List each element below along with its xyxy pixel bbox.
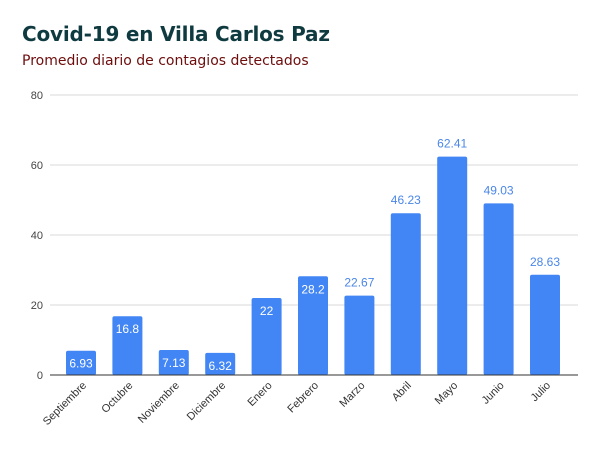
x-tick-label: Noviembre [136,380,182,426]
x-tick-label: Enero [245,380,274,409]
x-tick-label: Abril [390,380,414,404]
data-label: 6.93 [69,357,93,371]
bar-octubre [112,316,143,375]
y-tick-label: 80 [31,90,43,102]
x-tick-label: Mayo [433,380,461,408]
x-tick-label: Septiembre [41,380,89,428]
data-label: 6.32 [209,359,233,373]
x-tick-label: Febrero [285,380,321,416]
data-label: 22 [260,304,274,318]
y-tick-label: 20 [31,300,43,312]
bar-septiembre [66,350,96,375]
data-label: 28.63 [530,255,560,269]
data-label: 46.23 [391,193,421,207]
bar-diciembre [205,352,236,375]
bar-noviembre [158,350,189,375]
y-tick-label: 40 [31,230,43,242]
data-label: 22.67 [344,276,374,290]
x-tick-label: Octubre [99,380,135,416]
data-label: 62.41 [437,137,467,151]
y-tick-label: 60 [31,160,43,172]
data-label: 7.13 [162,356,186,370]
bar-julio [530,274,560,375]
data-label: 49.03 [484,183,514,197]
chart-title: Covid-19 en Villa Carlos Paz [22,22,330,46]
bar-marzo [344,295,375,375]
x-tick-label: Junio [480,380,507,407]
bar-abril [390,213,421,375]
bar-junio [483,203,514,375]
chart-subtitle: Promedio diario de contagios detectados [22,53,309,69]
x-tick-label: Julio [529,380,553,404]
data-label: 16.8 [116,322,140,336]
y-tick-label: 0 [37,370,43,382]
bar-enero [251,298,282,375]
bar-febrero [298,276,328,375]
data-label: 28.2 [301,282,325,296]
bar-mayo [437,156,468,375]
x-tick-label: Marzo [337,380,367,410]
x-tick-label: Diciembre [185,380,228,423]
